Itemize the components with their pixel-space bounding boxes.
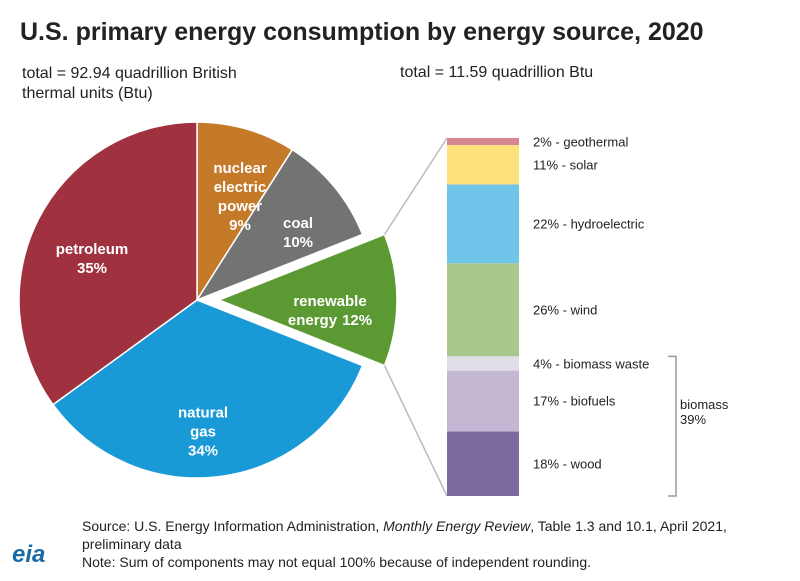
pie-slice [51,299,364,479]
category-label: natural gas [177,404,228,441]
slice-label: natural gas 34% [168,404,238,461]
slice-label: coal 10% [268,214,328,252]
slice-label: renewable energy 12% [275,292,385,330]
bar-segment [447,138,519,146]
source-title: Monthly Energy Review [383,518,531,534]
footer: Source: U.S. Energy Information Administ… [82,517,782,571]
bar-label: 11% - solar [533,157,598,173]
group-bracket [668,355,677,497]
value-label: 35% [76,260,108,277]
category-label: coal [282,215,313,232]
bar-subtitle: total = 11.59 quadrillion Btu [400,64,594,81]
bar-label: 26% - wind [533,302,598,318]
pie-slice [216,233,398,367]
pie-slice [195,148,364,302]
bar-label: 17% - biofuels [533,393,616,409]
bar-label: 22% - hydroelectric [533,216,645,232]
category-label: renewable energy [287,293,367,329]
group-name: biomass [680,397,729,412]
value-label: 9% [229,217,251,234]
source-text: , Table 1.3 and 10.1, April 2021, prelim… [82,518,727,552]
value-label: 34% [187,442,219,460]
logo: eia [12,541,46,568]
bar-segment [447,431,519,496]
group-value: 39% [680,412,707,427]
chart-title: U.S. primary energy consumption by energ… [20,18,704,46]
bar-segment [447,184,519,264]
slice-label: petroleum 35% [37,240,147,278]
category-label: petroleum [55,241,129,258]
category-label: nuclear electric power [213,160,267,215]
slice-label: nuclear electric power 9% [200,159,280,235]
bar-segment [447,356,519,371]
note: Note: Sum of components may not equal 10… [82,554,592,570]
bar-segment [447,370,519,432]
source: Source: U.S. Energy Information Administ… [82,517,782,553]
bar-segment [447,145,519,185]
pie-slice [18,121,198,406]
bar-label: 2% - geothermal [533,134,629,150]
connector [383,137,448,235]
group-label: biomass 39% [680,397,728,427]
value-label: 12% [342,312,373,329]
pie-subtitle: total = 92.94 quadrillion British therma… [22,65,237,102]
bar-label: 4% - biomass waste [533,356,650,372]
source-text: Source: U.S. Energy Information Administ… [82,518,384,534]
pie-slice [196,121,294,303]
value-label: 10% [282,234,314,251]
bar-label: 18% - wood [533,456,602,472]
connector [383,365,448,497]
bar-segment [447,263,519,357]
